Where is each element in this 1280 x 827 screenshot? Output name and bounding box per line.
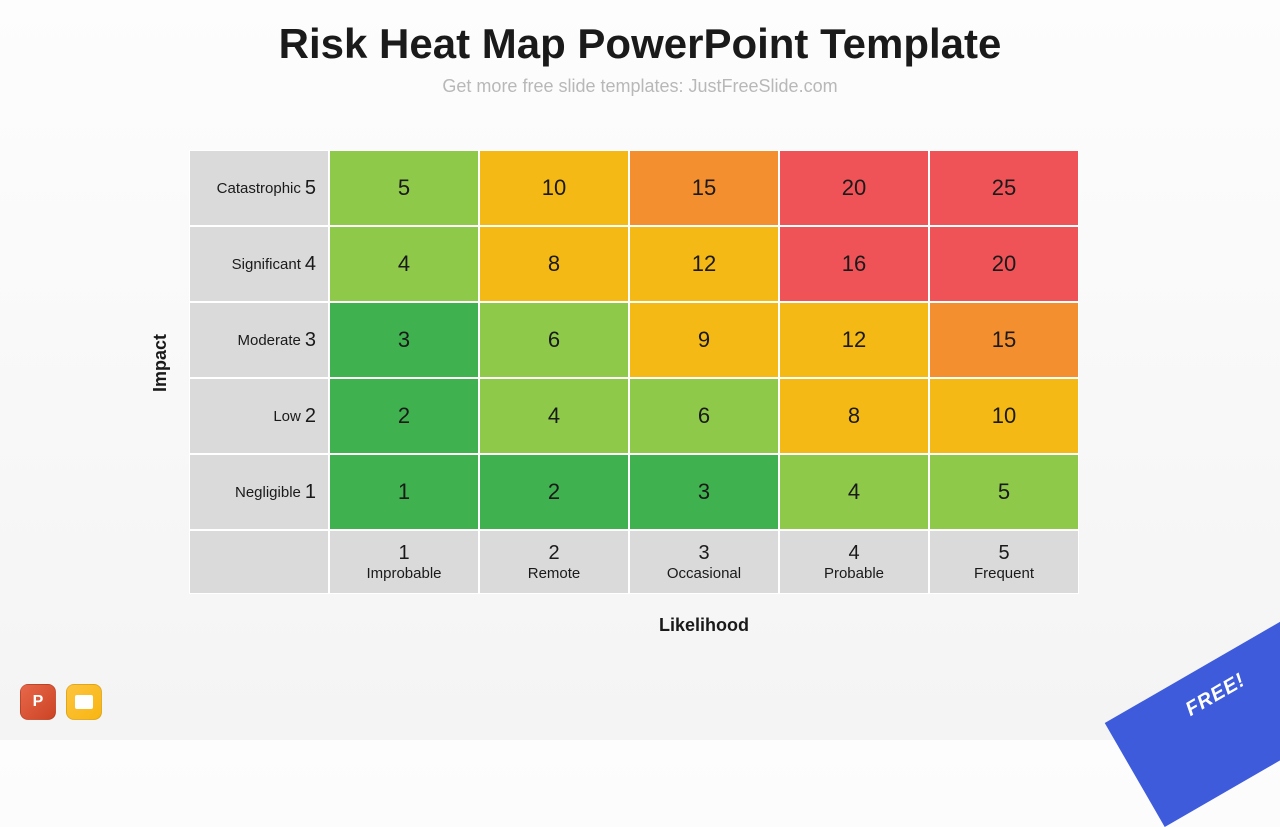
heatmap-cell: 10 [929, 378, 1079, 454]
heatmap-row: Low2246810 [189, 378, 1079, 454]
heatmap-cell: 12 [629, 226, 779, 302]
heatmap-cell: 25 [929, 150, 1079, 226]
column-footer: 2Remote [479, 530, 629, 594]
row-header: Catastrophic5 [189, 150, 329, 226]
heatmap-cell: 1 [329, 454, 479, 530]
heatmap-cell: 6 [629, 378, 779, 454]
column-footer-label: Remote [528, 565, 581, 583]
page-subtitle: Get more free slide templates: JustFreeS… [0, 76, 1280, 97]
row-header-label: Low [273, 408, 301, 425]
heatmap-cell: 2 [479, 454, 629, 530]
heatmap-cell: 6 [479, 302, 629, 378]
heatmap-cell: 2 [329, 378, 479, 454]
page-title: Risk Heat Map PowerPoint Template [0, 20, 1280, 68]
heatmap-cell: 3 [629, 454, 779, 530]
heatmap-cell: 15 [929, 302, 1079, 378]
row-header-num: 2 [305, 405, 316, 428]
row-header: Moderate3 [189, 302, 329, 378]
heatmap-cell: 4 [479, 378, 629, 454]
column-footer-label: Improbable [366, 565, 441, 583]
powerpoint-icon: P [20, 684, 56, 720]
row-header-label: Significant [232, 256, 301, 273]
google-slides-icon [66, 684, 102, 720]
row-header-label: Negligible [235, 484, 301, 501]
heatmap-wrapper: Impact Catastrophic5510152025Significant… [150, 150, 1079, 636]
row-header-num: 1 [305, 481, 316, 504]
heatmap-cell: 10 [479, 150, 629, 226]
row-header-label: Moderate [238, 332, 301, 349]
column-footer-label: Frequent [974, 565, 1034, 583]
heatmap-cell: 9 [629, 302, 779, 378]
row-header: Significant4 [189, 226, 329, 302]
heatmap-cell: 12 [779, 302, 929, 378]
column-footer-num: 1 [398, 541, 409, 565]
column-footer-label: Probable [824, 565, 884, 583]
heatmap-cell: 20 [929, 226, 1079, 302]
column-footer-num: 3 [698, 541, 709, 565]
heatmap-cell: 5 [329, 150, 479, 226]
column-footer-num: 2 [548, 541, 559, 565]
heatmap-cell: 3 [329, 302, 479, 378]
heatmap-cell: 4 [779, 454, 929, 530]
row-header-num: 4 [305, 253, 316, 276]
heatmap-cell: 8 [479, 226, 629, 302]
column-footer-empty [189, 530, 329, 594]
column-footer-row: 1Improbable2Remote3Occasional4Probable5F… [189, 530, 1079, 594]
heatmap-row: Significant448121620 [189, 226, 1079, 302]
column-footer: 4Probable [779, 530, 929, 594]
format-icons: P [20, 684, 102, 720]
powerpoint-icon-letter: P [33, 693, 44, 711]
row-header-label: Catastrophic [217, 180, 301, 197]
slides-icon-inner [75, 695, 93, 709]
column-footer-num: 4 [848, 541, 859, 565]
heatmap-cell: 4 [329, 226, 479, 302]
heatmap-row: Catastrophic5510152025 [189, 150, 1079, 226]
heatmap-row: Negligible112345 [189, 454, 1079, 530]
heatmap-cell: 20 [779, 150, 929, 226]
column-footer: 1Improbable [329, 530, 479, 594]
column-footer: 5Frequent [929, 530, 1079, 594]
column-footer: 3Occasional [629, 530, 779, 594]
heatmap-row: Moderate33691215 [189, 302, 1079, 378]
x-axis-label: Likelihood [329, 615, 1079, 636]
row-header-num: 3 [305, 329, 316, 352]
free-ribbon: FREE! [1105, 613, 1280, 827]
row-header-num: 5 [305, 177, 316, 200]
risk-heatmap: Catastrophic5510152025Significant4481216… [189, 150, 1079, 594]
row-header: Negligible1 [189, 454, 329, 530]
free-ribbon-text: FREE! [1182, 669, 1250, 721]
column-footer-label: Occasional [667, 565, 741, 583]
y-axis-label: Impact [150, 334, 171, 392]
column-footer-num: 5 [998, 541, 1009, 565]
heatmap-cell: 5 [929, 454, 1079, 530]
heatmap-cell: 15 [629, 150, 779, 226]
heatmap-cell: 8 [779, 378, 929, 454]
row-header: Low2 [189, 378, 329, 454]
heatmap-cell: 16 [779, 226, 929, 302]
